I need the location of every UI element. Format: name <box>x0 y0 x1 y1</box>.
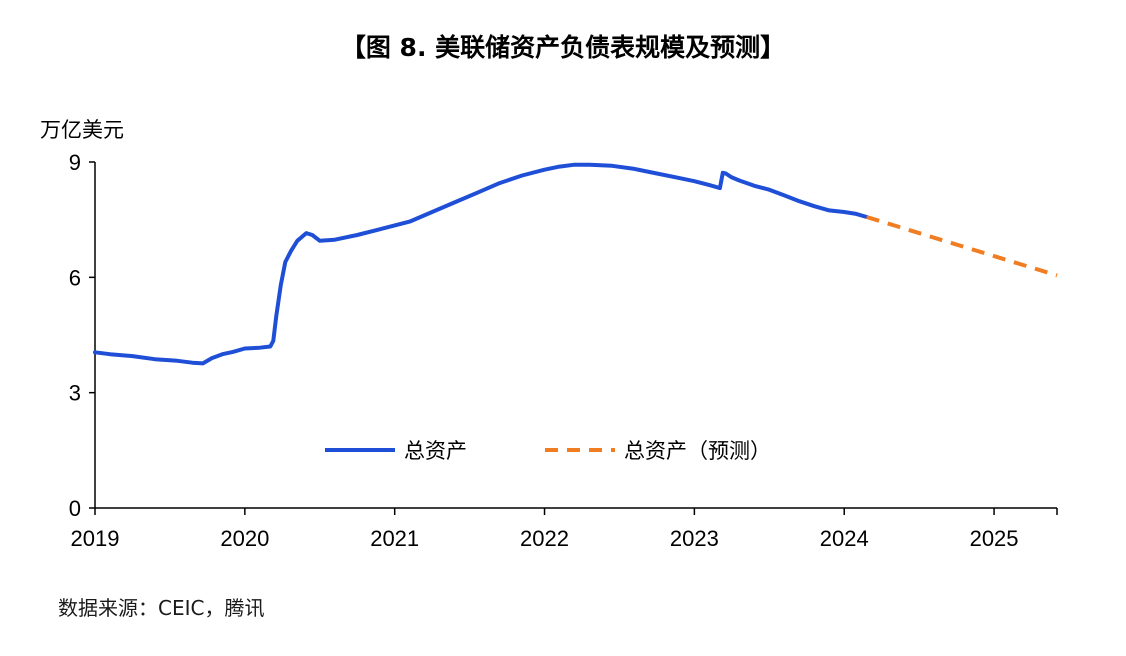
x-tick-label: 2020 <box>220 526 269 551</box>
legend-label: 总资产 <box>404 439 467 463</box>
chart-lines <box>93 162 1058 366</box>
legend-label: 总资产（预测） <box>624 439 771 463</box>
x-tick-label: 2019 <box>71 526 120 551</box>
x-tick-label: 2022 <box>520 526 569 551</box>
y-axis-unit-label: 万亿美元 <box>40 118 124 142</box>
series-line-total-assets <box>93 162 869 366</box>
source-note: 数据来源：CEIC，腾讯 <box>58 596 265 620</box>
y-tick-label: 3 <box>69 381 81 406</box>
chart-axes <box>94 162 1057 509</box>
series-line-forecast <box>866 215 1058 278</box>
y-tick-label: 6 <box>69 265 81 290</box>
y-tick-label: 0 <box>69 496 81 521</box>
x-tick-label: 2025 <box>970 526 1019 551</box>
x-tick-label: 2024 <box>820 526 869 551</box>
chart-title: 【图 8. 美联储资产负债表规模及预测】 <box>340 33 786 62</box>
x-axis-ticks: 2019 2020 2021 2022 2023 2024 2025 <box>71 508 1058 551</box>
y-tick-label: 9 <box>69 150 81 175</box>
x-tick-label: 2023 <box>670 526 719 551</box>
x-tick-label: 2021 <box>370 526 419 551</box>
chart-legend: 总资产 总资产（预测） <box>325 439 771 463</box>
y-axis-ticks: 0 3 6 9 <box>69 150 95 521</box>
